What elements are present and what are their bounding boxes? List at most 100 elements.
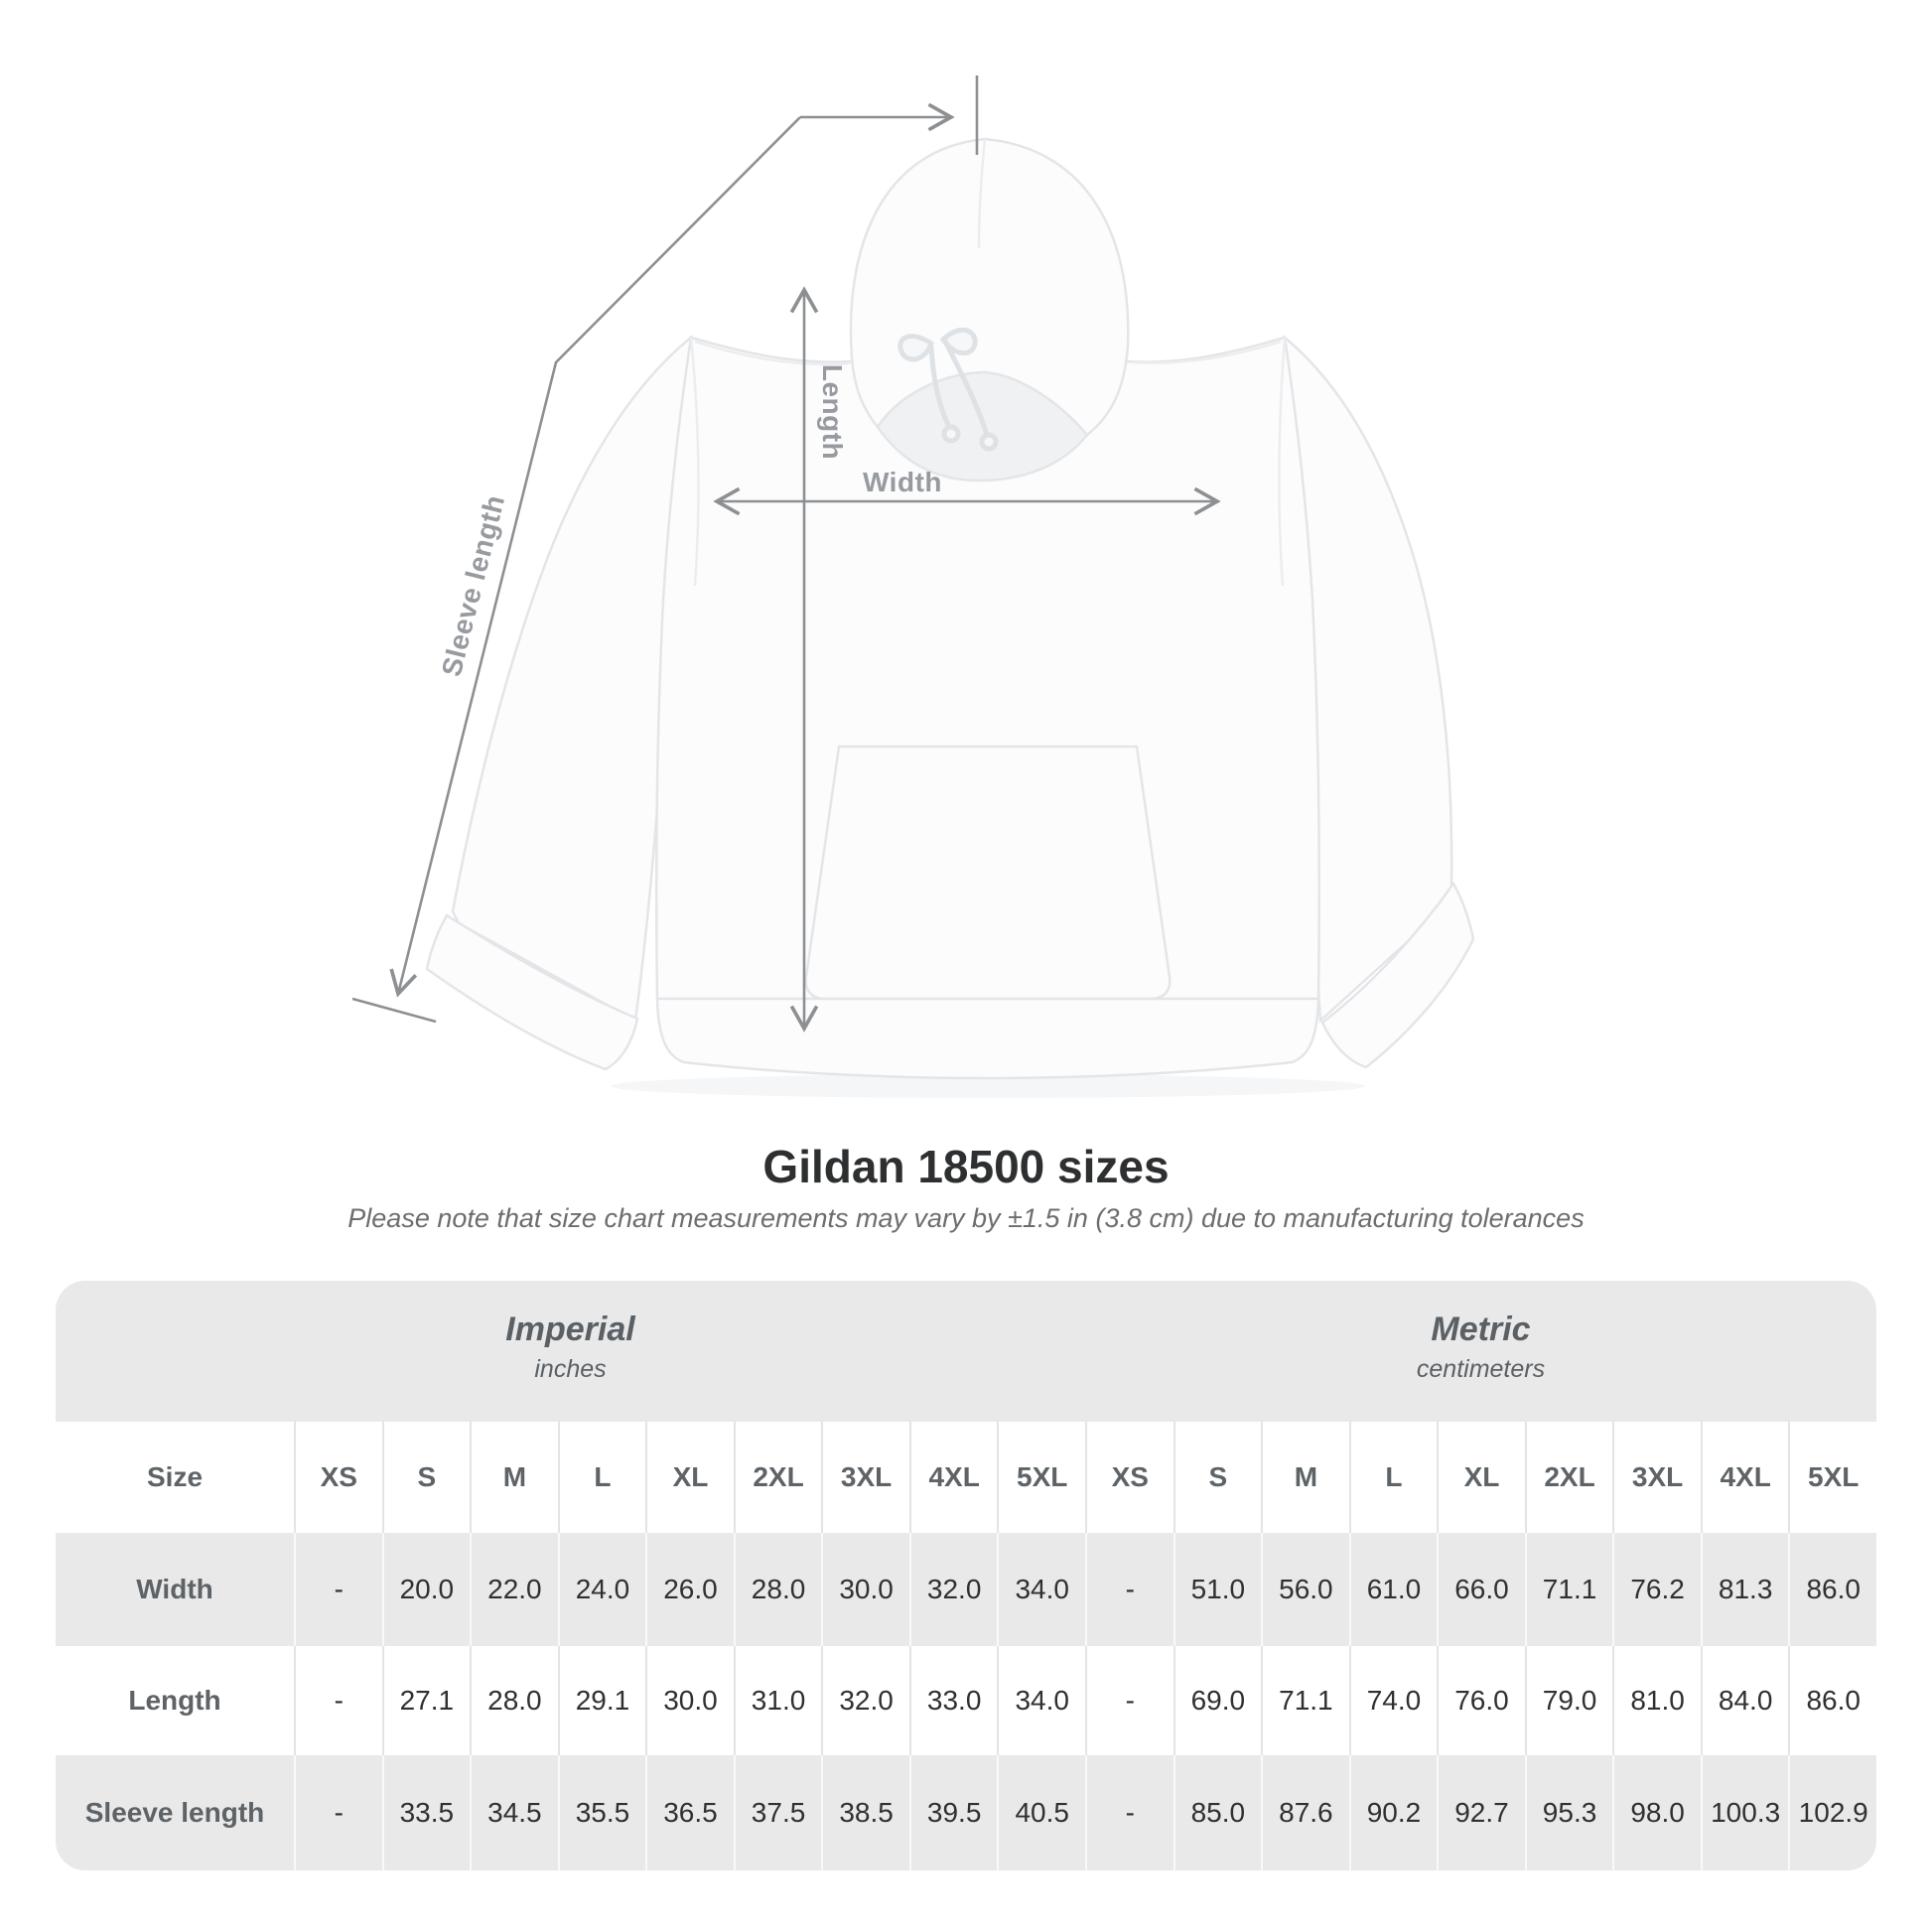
size-header-imperial-4xl: 4XL xyxy=(908,1422,998,1533)
measurement-value: 20.0 xyxy=(381,1533,471,1646)
measurement-value: 37.5 xyxy=(733,1755,822,1870)
hood-center-seam xyxy=(977,138,987,249)
measurement-value: 74.0 xyxy=(1348,1646,1438,1755)
measurement-value: - xyxy=(1085,1755,1173,1870)
unit-group-metric: Metric centimeters xyxy=(1085,1281,1876,1422)
measurement-value: 90.2 xyxy=(1348,1755,1438,1870)
hoodie-right-cuff xyxy=(1320,881,1475,1069)
left-shoulder-seam xyxy=(694,340,851,366)
measurement-value: 28.0 xyxy=(470,1646,558,1755)
measurement-value: 95.3 xyxy=(1524,1755,1613,1870)
measurement-value: 28.0 xyxy=(733,1533,822,1646)
size-header-metric-m: M xyxy=(1261,1422,1349,1533)
right-shoulder-seam xyxy=(1131,340,1282,364)
measurement-value: 38.5 xyxy=(821,1755,909,1870)
measurement-value: - xyxy=(1085,1646,1173,1755)
left-armhole-seam xyxy=(689,337,700,587)
measurement-value: 84.0 xyxy=(1700,1646,1789,1755)
measurement-value: 32.0 xyxy=(821,1646,909,1755)
right-armhole-seam xyxy=(1278,337,1287,587)
measurement-value: 29.1 xyxy=(557,1646,646,1755)
measurement-value: 34.5 xyxy=(470,1755,558,1870)
size-column-header: Size xyxy=(56,1422,294,1533)
measurement-value: 39.5 xyxy=(908,1755,998,1870)
size-table: Imperial inches Metric centimeters Size X… xyxy=(56,1281,1876,1870)
measurement-value: 76.0 xyxy=(1437,1646,1525,1755)
measurement-value: 30.0 xyxy=(821,1533,909,1646)
size-header-metric-3xl: 3XL xyxy=(1612,1422,1701,1533)
metric-unit-label: centimeters xyxy=(1416,1354,1546,1383)
measurement-value: 33.5 xyxy=(381,1755,471,1870)
hood-drawstrings xyxy=(897,328,999,452)
size-header-imperial-xl: XL xyxy=(645,1422,734,1533)
size-header-metric-l: L xyxy=(1348,1422,1438,1533)
measurement-value: 51.0 xyxy=(1173,1533,1262,1646)
imperial-label: Imperial xyxy=(505,1310,635,1348)
size-header-imperial-3xl: 3XL xyxy=(821,1422,909,1533)
measurement-value: 85.0 xyxy=(1173,1755,1262,1870)
size-header-metric-s: S xyxy=(1173,1422,1262,1533)
measurement-value: 31.0 xyxy=(733,1646,822,1755)
size-header-imperial-l: L xyxy=(557,1422,646,1533)
size-header-imperial-xs: XS xyxy=(294,1422,382,1533)
hoodie-measurement-diagram xyxy=(351,75,1475,1098)
measurement-value: 30.0 xyxy=(645,1646,734,1755)
measurement-value: 81.3 xyxy=(1700,1533,1789,1646)
hoodie-left-sleeve xyxy=(451,335,693,1023)
length-label: Length xyxy=(817,363,848,461)
width-label: Width xyxy=(863,467,942,497)
measurement-value: 69.0 xyxy=(1173,1646,1262,1755)
measurement-value: 61.0 xyxy=(1348,1533,1438,1646)
size-header-imperial-s: S xyxy=(381,1422,471,1533)
measurement-value: 26.0 xyxy=(645,1533,734,1646)
metric-label: Metric xyxy=(1431,1310,1531,1348)
sleeve-length-arrow xyxy=(351,75,979,1024)
hoodie-pocket xyxy=(804,745,1172,1001)
measurement-value: 36.5 xyxy=(645,1755,734,1870)
measurement-value: 92.7 xyxy=(1437,1755,1525,1870)
size-header-metric-4xl: 4XL xyxy=(1700,1422,1789,1533)
measurement-value: 86.0 xyxy=(1788,1533,1876,1646)
row-label: Width xyxy=(56,1533,294,1646)
size-header-metric-xs: XS xyxy=(1085,1422,1173,1533)
page-title: Gildan 18500 sizes xyxy=(762,1141,1170,1192)
hoodie-illustration xyxy=(425,137,1475,1098)
measurement-value: 56.0 xyxy=(1261,1533,1349,1646)
measurement-value: 87.6 xyxy=(1261,1755,1349,1870)
unit-group-imperial: Imperial inches xyxy=(56,1281,1085,1422)
measurement-value: 35.5 xyxy=(557,1755,646,1870)
measurement-value: 100.3 xyxy=(1700,1755,1789,1870)
size-header-imperial-m: M xyxy=(470,1422,558,1533)
row-label: Length xyxy=(56,1646,294,1755)
measurement-value: 22.0 xyxy=(470,1533,558,1646)
measurement-value: 40.5 xyxy=(997,1755,1085,1870)
measurement-value: 79.0 xyxy=(1524,1646,1613,1755)
measurement-value: - xyxy=(294,1646,382,1755)
page-subtitle: Please note that size chart measurements… xyxy=(347,1203,1585,1233)
measurement-value: 66.0 xyxy=(1437,1533,1525,1646)
imperial-unit-label: inches xyxy=(534,1354,607,1383)
hoodie-shadow xyxy=(611,1074,1365,1098)
measurement-value: 76.2 xyxy=(1612,1533,1701,1646)
measurement-value: 86.0 xyxy=(1788,1646,1876,1755)
measurement-value: 71.1 xyxy=(1524,1533,1613,1646)
sleeve-end-tick xyxy=(351,997,437,1024)
measurement-value: 34.0 xyxy=(997,1533,1085,1646)
size-header-metric-5xl: 5XL xyxy=(1788,1422,1876,1533)
measurement-value: 33.0 xyxy=(908,1646,998,1755)
measurement-value: 81.0 xyxy=(1612,1646,1701,1755)
row-label: Sleeve length xyxy=(56,1755,294,1870)
measurement-value: 32.0 xyxy=(908,1533,998,1646)
measurement-value: 98.0 xyxy=(1612,1755,1701,1870)
measurement-value: 34.0 xyxy=(997,1646,1085,1755)
measurement-value: 71.1 xyxy=(1261,1646,1349,1755)
measurement-value: 24.0 xyxy=(557,1533,646,1646)
size-header-imperial-2xl: 2XL xyxy=(733,1422,822,1533)
measurement-value: - xyxy=(294,1755,382,1870)
sleeve-diagonal-segment xyxy=(389,116,801,998)
measurement-value: - xyxy=(1085,1533,1173,1646)
measurement-value: 27.1 xyxy=(381,1646,471,1755)
size-header-imperial-5xl: 5XL xyxy=(997,1422,1085,1533)
hoodie-hem-band xyxy=(655,997,1320,1080)
